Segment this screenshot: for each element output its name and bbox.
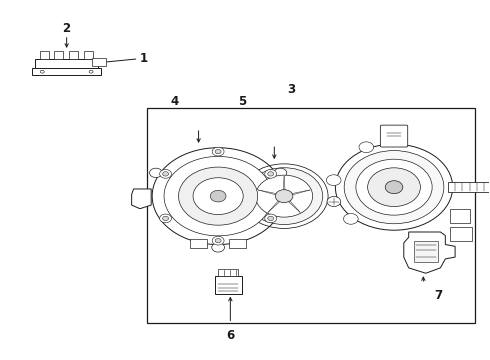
Bar	[40, 51, 49, 59]
Circle shape	[163, 172, 169, 176]
Circle shape	[356, 159, 432, 215]
Circle shape	[210, 190, 226, 202]
Bar	[147, 108, 475, 323]
Bar	[32, 68, 101, 75]
Circle shape	[275, 190, 293, 203]
Circle shape	[212, 236, 224, 245]
Circle shape	[326, 175, 341, 185]
Text: 3: 3	[287, 83, 295, 96]
Text: 5: 5	[239, 95, 246, 108]
Circle shape	[274, 168, 287, 177]
Circle shape	[212, 243, 224, 252]
Circle shape	[359, 142, 374, 153]
Circle shape	[193, 178, 243, 215]
Circle shape	[178, 167, 258, 225]
Circle shape	[344, 150, 444, 224]
Circle shape	[265, 214, 277, 223]
Circle shape	[163, 216, 169, 221]
Text: 6: 6	[226, 329, 235, 342]
Circle shape	[385, 181, 403, 194]
Circle shape	[40, 70, 44, 73]
Bar	[84, 51, 93, 59]
Text: 1: 1	[140, 52, 148, 65]
FancyBboxPatch shape	[380, 125, 408, 147]
Polygon shape	[224, 200, 243, 212]
Circle shape	[212, 147, 224, 156]
Circle shape	[89, 70, 93, 73]
Bar	[215, 276, 242, 294]
Circle shape	[327, 197, 341, 207]
Circle shape	[343, 213, 358, 224]
Circle shape	[164, 157, 272, 236]
Bar	[229, 239, 246, 248]
Circle shape	[215, 149, 221, 154]
Bar	[450, 227, 472, 241]
Bar	[69, 51, 78, 59]
Circle shape	[368, 168, 420, 207]
Polygon shape	[152, 148, 284, 244]
Bar	[190, 239, 207, 248]
Text: 4: 4	[170, 95, 178, 108]
Text: 7: 7	[434, 289, 442, 302]
Circle shape	[215, 238, 221, 243]
Polygon shape	[404, 232, 455, 273]
Circle shape	[268, 172, 273, 176]
Bar	[448, 182, 490, 192]
Polygon shape	[132, 189, 151, 209]
Circle shape	[265, 170, 277, 178]
Bar	[414, 241, 438, 262]
Circle shape	[268, 216, 273, 221]
Text: 2: 2	[63, 22, 71, 35]
Circle shape	[335, 144, 453, 230]
Bar	[450, 209, 470, 223]
Bar	[35, 59, 98, 69]
Circle shape	[245, 168, 323, 225]
Circle shape	[255, 175, 313, 217]
Circle shape	[160, 170, 172, 178]
Circle shape	[149, 168, 162, 177]
Bar	[54, 51, 63, 59]
Bar	[218, 269, 238, 276]
Circle shape	[160, 214, 172, 223]
Bar	[92, 58, 106, 66]
Circle shape	[240, 164, 328, 228]
